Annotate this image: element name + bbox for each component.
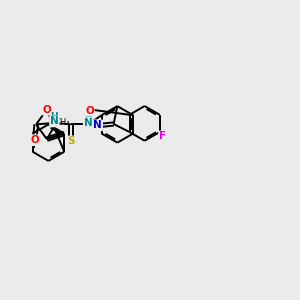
Text: O: O bbox=[85, 106, 94, 116]
Text: S: S bbox=[67, 136, 75, 146]
Text: H: H bbox=[84, 113, 92, 122]
Text: N: N bbox=[84, 118, 92, 128]
Text: CH₃: CH₃ bbox=[55, 118, 70, 127]
Text: N: N bbox=[50, 116, 59, 126]
Text: O: O bbox=[30, 135, 39, 145]
Text: H: H bbox=[51, 112, 58, 121]
Text: O: O bbox=[43, 105, 51, 115]
Text: F: F bbox=[159, 131, 166, 142]
Text: N: N bbox=[93, 120, 102, 130]
